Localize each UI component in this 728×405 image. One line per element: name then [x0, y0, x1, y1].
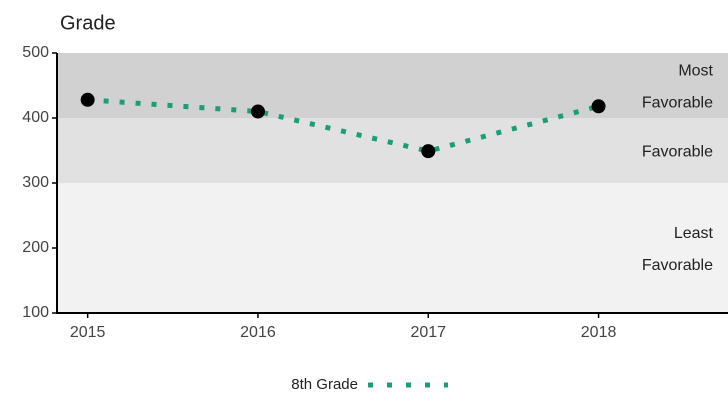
- x-tick-label: 2015: [70, 324, 106, 341]
- point: [421, 144, 436, 159]
- y-tick-label: 400: [22, 109, 49, 126]
- point: [591, 99, 606, 114]
- series-line: [87, 97, 600, 154]
- y-tick-label: 100: [22, 304, 49, 321]
- point: [250, 104, 265, 119]
- band-label: Favorable: [642, 257, 713, 274]
- x-tick-label: 2017: [410, 324, 446, 341]
- y-tick-label: 500: [22, 44, 49, 61]
- band-label: Favorable: [642, 95, 713, 112]
- band: [57, 53, 728, 118]
- legend-label: 8th Grade: [291, 376, 358, 393]
- y-tick-label: 300: [22, 174, 49, 191]
- band-label: Most: [678, 63, 713, 80]
- band-label: Least: [674, 225, 714, 242]
- x-tick-label: 2018: [581, 324, 617, 341]
- point: [80, 92, 95, 107]
- band: [57, 183, 728, 313]
- x-tick-label: 2016: [240, 324, 276, 341]
- band-label: Favorable: [642, 144, 713, 161]
- chart-title: Grade: [60, 12, 116, 34]
- y-tick-label: 200: [22, 239, 49, 256]
- band: [57, 118, 728, 183]
